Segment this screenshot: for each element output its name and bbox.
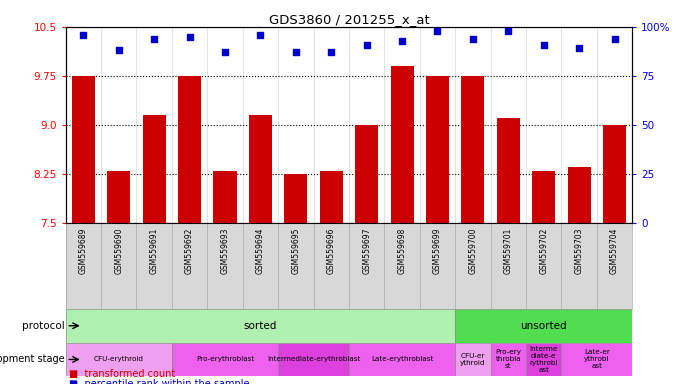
Point [325,49,337,55]
Bar [320,171,343,223]
Text: GSM559695: GSM559695 [292,227,301,274]
Text: Late-erythroblast: Late-erythroblast [371,356,433,362]
Text: GSM559704: GSM559704 [610,227,619,274]
Text: GSM559703: GSM559703 [575,227,584,274]
Bar [603,125,626,223]
Text: sorted: sorted [244,321,277,331]
Bar [214,171,236,223]
Point [184,34,195,40]
Bar [491,343,526,376]
Bar [455,343,491,376]
Text: GSM559696: GSM559696 [327,227,336,274]
Point [432,28,443,34]
Point [113,47,124,53]
Title: GDS3860 / 201255_x_at: GDS3860 / 201255_x_at [269,13,429,26]
Bar [249,115,272,223]
Text: protocol: protocol [22,321,65,331]
Text: Pro-erythroblast: Pro-erythroblast [196,356,254,362]
Point [220,49,231,55]
Bar [497,118,520,223]
Bar [107,171,131,223]
Bar [172,343,278,376]
Bar [66,343,172,376]
Text: GSM559701: GSM559701 [504,227,513,274]
Bar [278,343,349,376]
Bar [355,125,378,223]
Text: Pro-ery
throbla
st: Pro-ery throbla st [495,349,521,369]
Text: Intermediate-erythroblast: Intermediate-erythroblast [267,356,360,362]
Point [361,41,372,48]
Text: GSM559690: GSM559690 [114,227,123,274]
Text: GSM559700: GSM559700 [468,227,477,274]
Text: ■  transformed count: ■ transformed count [69,369,176,379]
Bar [426,76,449,223]
Point [149,36,160,42]
Text: Late-er
ythrobl
ast: Late-er ythrobl ast [584,349,609,369]
Point [397,38,408,44]
Bar [462,76,484,223]
Bar [72,76,95,223]
Text: GSM559689: GSM559689 [79,227,88,274]
Text: ■  percentile rank within the sample: ■ percentile rank within the sample [69,379,249,384]
Text: GSM559698: GSM559698 [397,227,406,274]
Bar [349,343,455,376]
Text: CFU-er
ythroid: CFU-er ythroid [460,353,486,366]
Point [538,41,549,48]
Text: GSM559691: GSM559691 [150,227,159,274]
Bar [390,66,414,223]
Text: development stage: development stage [0,354,65,364]
Text: unsorted: unsorted [520,321,567,331]
Text: GSM559692: GSM559692 [185,227,194,274]
Text: GSM559702: GSM559702 [539,227,548,274]
Bar [567,167,591,223]
Text: Interme
diate-e
rythrobl
ast: Interme diate-e rythrobl ast [529,346,558,373]
Point [255,31,266,38]
Bar [142,115,166,223]
Bar [284,174,307,223]
Point [503,28,514,34]
Bar [561,343,632,376]
Bar [532,171,556,223]
Text: GSM559694: GSM559694 [256,227,265,274]
Point [290,49,301,55]
Point [574,45,585,51]
Point [609,36,620,42]
Point [78,31,89,38]
Bar [178,76,201,223]
Text: GSM559697: GSM559697 [362,227,371,274]
Point [467,36,478,42]
Text: GSM559699: GSM559699 [433,227,442,274]
Bar [526,343,561,376]
Text: GSM559693: GSM559693 [220,227,229,274]
Bar [66,309,455,343]
Text: CFU-erythroid: CFU-erythroid [94,356,144,362]
Bar [455,309,632,343]
